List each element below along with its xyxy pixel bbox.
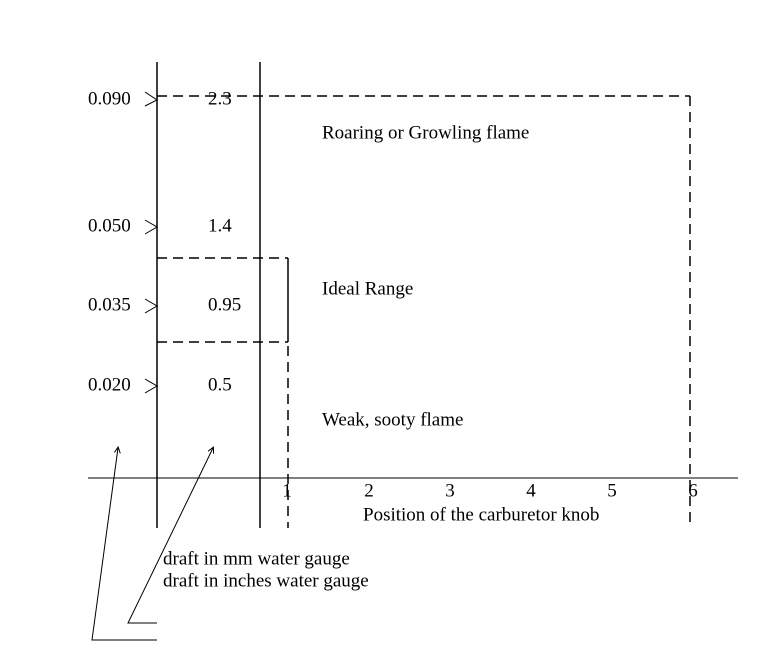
mm-label: 0.95 xyxy=(208,294,241,315)
knob-tick: 3 xyxy=(445,480,455,501)
mm-label: 0.5 xyxy=(208,374,232,395)
knob-tick: 6 xyxy=(688,480,698,501)
region-label: Weak, sooty flame xyxy=(322,409,463,430)
legend-text: draft in inches water gauge xyxy=(163,570,369,591)
region-label: Roaring or Growling flame xyxy=(322,122,529,143)
inches-label: 0.035 xyxy=(88,294,131,315)
knob-tick: 1 xyxy=(282,480,292,501)
legend-text: draft in mm water gauge xyxy=(163,548,350,569)
x-axis-label: Position of the carburetor knob xyxy=(363,504,599,525)
inches-label: 0.020 xyxy=(88,374,131,395)
region-label: Ideal Range xyxy=(322,278,413,299)
inches-label: 0.090 xyxy=(88,88,131,109)
frame-lines xyxy=(88,62,738,641)
mm-label: 2.3 xyxy=(208,88,232,109)
inches-label: 0.050 xyxy=(88,215,131,236)
mm-label: 1.4 xyxy=(208,215,232,236)
knob-tick: 5 xyxy=(607,480,617,501)
knob-tick: 4 xyxy=(526,480,536,501)
knob-tick: 2 xyxy=(364,480,374,501)
